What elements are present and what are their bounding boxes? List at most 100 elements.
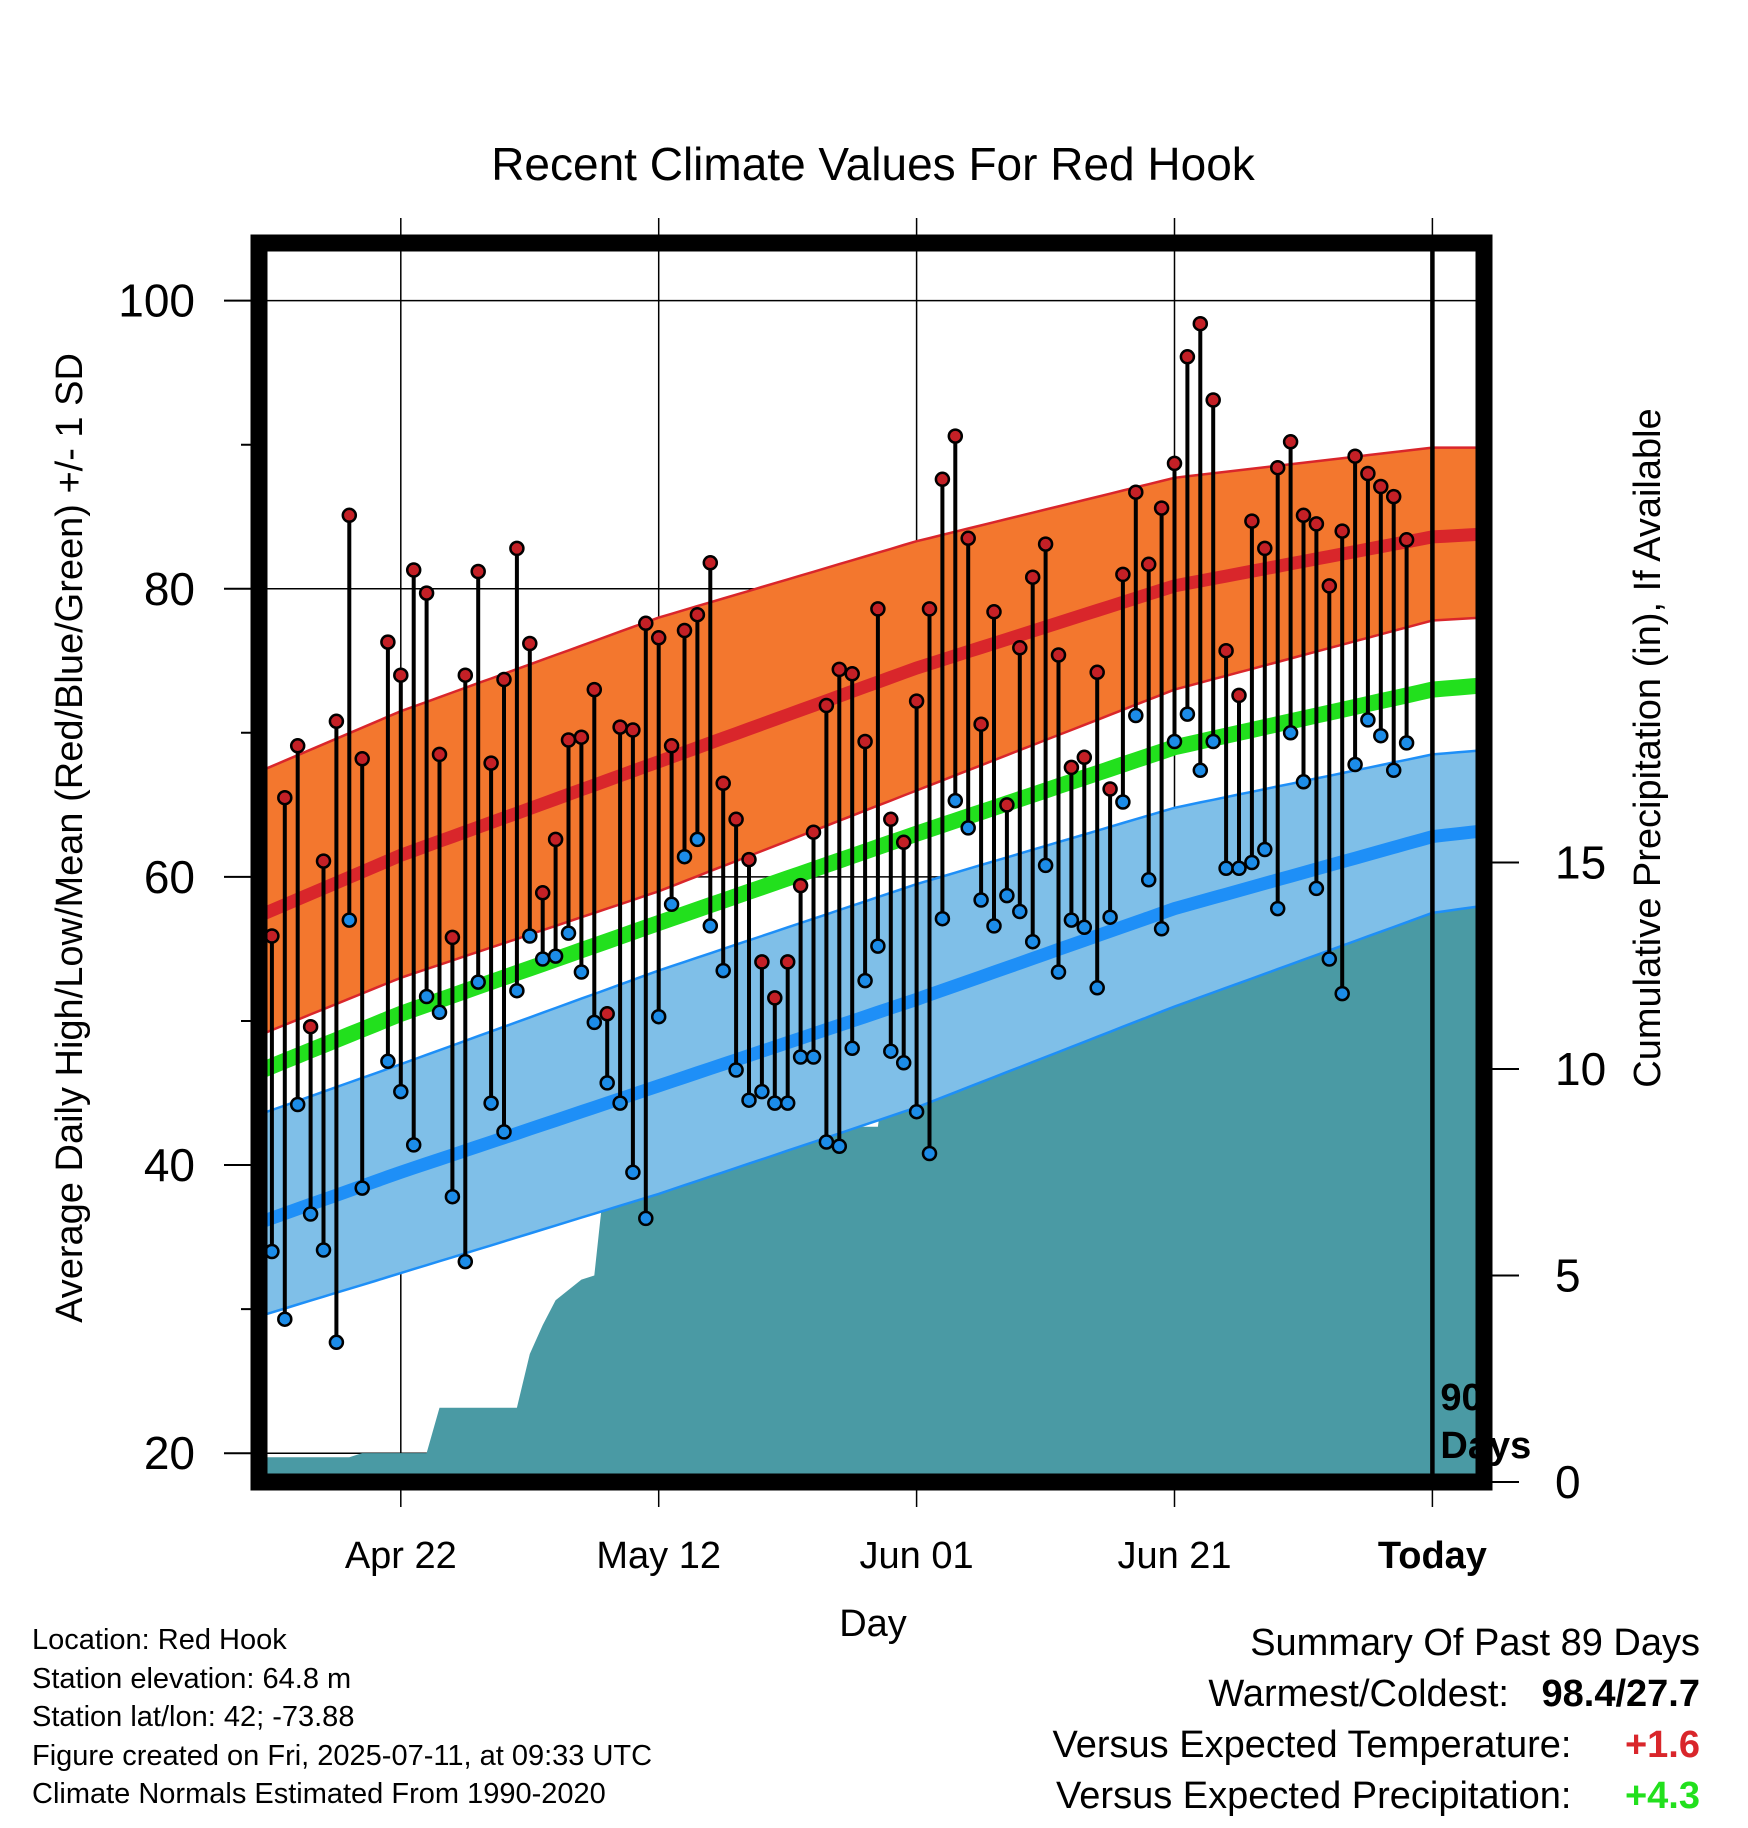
observed-high-point (1140, 556, 1157, 573)
observed-low-point (302, 1206, 319, 1222)
observed-high-point (973, 716, 989, 732)
observed-low-point (1269, 900, 1286, 917)
precip-label: Versus Expected Precipitation: (1056, 1775, 1572, 1817)
x-tick-label: Jun 21 (1117, 1535, 1231, 1577)
observed-high-point (573, 729, 590, 745)
observed-low-point (341, 912, 358, 928)
x-tick-label: May 12 (596, 1535, 721, 1577)
observed-low-point (663, 896, 680, 913)
observed-low-point (1050, 964, 1067, 980)
observed-low-point (1140, 872, 1157, 888)
observed-low-point (1308, 880, 1325, 897)
observed-low-point (1385, 762, 1402, 779)
observed-low-point (1179, 706, 1196, 722)
observed-high-point (354, 751, 370, 767)
observed-low-point (509, 982, 525, 999)
observed-low-point (792, 1049, 809, 1065)
x-tick-label: Apr 22 (345, 1535, 457, 1577)
observed-low-point (754, 1083, 770, 1100)
summary-panel: Summary Of Past 89 Days Warmest/Coldest:… (1053, 1618, 1700, 1822)
temp-anomaly-value: +1.6 (1624, 1724, 1700, 1766)
observed-low-point (573, 964, 590, 980)
high-normal-line (256, 527, 1485, 922)
observed-low-point (638, 1210, 654, 1227)
y2-axis-label: Cumulative Precipitation (in), If Availa… (1627, 408, 1669, 1087)
observed-low-point (1257, 841, 1273, 858)
observed-low-point (986, 918, 1002, 934)
observed-low-point (431, 1004, 448, 1021)
observed-high-point (1218, 642, 1234, 659)
station-info: Location: Red Hook Station elevation: 64… (32, 1621, 652, 1814)
observed-low-point (715, 962, 731, 979)
observed-low-point (999, 887, 1015, 904)
observed-high-point (831, 661, 848, 678)
y2-tick-label: 15 (1555, 837, 1606, 889)
observed-low-point (393, 1083, 409, 1100)
observed-high-point (470, 563, 486, 580)
observed-low-point (1373, 727, 1389, 744)
observed-low-point (315, 1242, 332, 1258)
observed-low-point (560, 925, 577, 941)
observed-low-point (354, 1180, 370, 1196)
observed-low-point (599, 1075, 615, 1091)
observed-low-point (1153, 921, 1170, 937)
observed-high-point (1360, 465, 1376, 482)
y-tick-label: 60 (144, 851, 195, 903)
observed-low-point (1295, 774, 1312, 790)
observed-high-point (1063, 759, 1080, 776)
observed-low-point (1282, 725, 1299, 741)
observed-low-point (625, 1164, 641, 1181)
observed-high-point (986, 604, 1002, 620)
observed-low-point (547, 948, 564, 964)
x-tick-label: Jun 01 (860, 1535, 974, 1577)
observed-high-point (1102, 781, 1118, 797)
observed-high-point (1282, 434, 1299, 450)
observed-low-point (1024, 933, 1041, 950)
observed-high-point (1334, 523, 1350, 539)
precipitation-area (259, 858, 1484, 1482)
observed-low-point (612, 1095, 628, 1111)
x-tick-label: Today (1378, 1535, 1487, 1577)
observed-low-point (934, 910, 951, 927)
axes: 20 40 60 80 100 0 5 10 15 Apr 22 May 12 Jun 01 Jun 2… (118, 234, 1606, 1577)
observed-high-point (1257, 540, 1273, 557)
mean-normal-line (256, 677, 1485, 1079)
observed-high-point (857, 733, 873, 750)
observed-high-point (522, 635, 538, 652)
observed-low-point (418, 988, 435, 1005)
observed-high-point (560, 732, 577, 748)
observed-low-point (844, 1040, 860, 1057)
observed-high-point (1115, 566, 1131, 583)
observed-low-point (289, 1096, 306, 1113)
precip-anomaly-value: +4.3 (1624, 1775, 1700, 1817)
observed-high-point (805, 824, 822, 840)
observed-high-point (1269, 459, 1286, 476)
observed-low-point (457, 1253, 474, 1270)
observed-high-point (818, 697, 835, 714)
observed-low-point (1231, 860, 1247, 877)
observed-low-point (534, 951, 551, 967)
observed-low-point (1102, 909, 1118, 925)
observed-high-point (1166, 455, 1183, 472)
observed-high-point (1205, 392, 1221, 408)
observed-high-point (405, 562, 422, 578)
observed-high-point (1231, 687, 1247, 704)
figure-created: Figure created on Fri, 2025-07-11, at 09… (32, 1739, 653, 1772)
summary-precip: Versus Expected Precipitation: +4.3 (1053, 1771, 1700, 1822)
observed-high-point (1347, 448, 1363, 464)
observed-low-point (1321, 951, 1338, 967)
observed-high-point (947, 428, 964, 444)
observed-high-point (1192, 315, 1209, 332)
observed-low-point (767, 1095, 783, 1111)
observed-high-point (767, 990, 783, 1006)
precipitation-area-fill (259, 858, 1484, 1482)
observed-high-point (638, 615, 654, 632)
observed-high-point (315, 853, 332, 869)
observed-low-point (1205, 733, 1221, 750)
observed-high-point (676, 622, 693, 639)
observed-high-point (960, 530, 976, 547)
summary-title: Summary Of Past 89 Days (1250, 1622, 1700, 1664)
y2-tick-label: 0 (1555, 1456, 1581, 1508)
observed-low-point (908, 1103, 925, 1120)
period-label: 90 (1440, 1377, 1482, 1419)
